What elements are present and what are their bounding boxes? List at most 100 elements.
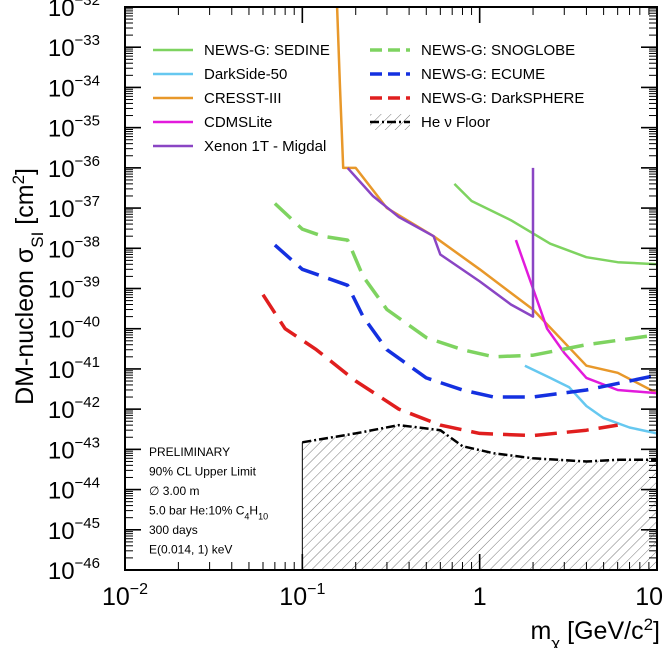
annotation-sub: 4: [244, 512, 249, 522]
x-axis-label-end: ]: [653, 617, 660, 645]
y-tick-base: 10: [48, 478, 75, 505]
annotation-text: 90% CL Upper Limit: [149, 465, 257, 479]
x-tick-base: 10: [635, 583, 663, 611]
y-tick-base: 10: [48, 156, 75, 183]
y-tick-base: 10: [48, 357, 75, 384]
annotation-text: 300 days: [149, 523, 198, 537]
y-tick-label: 10−46: [48, 555, 100, 585]
y-tick-base: 10: [48, 75, 75, 102]
y-axis-label-rest: [cm: [11, 184, 39, 231]
x-tick-label: 10−1: [279, 581, 325, 611]
y-tick-label: 10−43: [48, 434, 100, 464]
x-tick-base: 10: [102, 583, 130, 611]
y-tick-exp: −46: [75, 555, 100, 572]
y-tick-exp: −32: [75, 0, 100, 9]
y-tick-label: 10−45: [48, 515, 100, 545]
y-tick-label: 10−39: [48, 274, 100, 304]
x-tick-label: 10: [635, 583, 663, 611]
y-tick-base: 10: [48, 317, 75, 344]
annotation-text: E(0.014, 1) keV: [149, 543, 232, 557]
x-axis-label-main: m: [530, 617, 551, 645]
y-tick-base: 10: [48, 558, 75, 585]
x-tick-exp: −2: [130, 581, 148, 598]
annotation-text: H: [249, 504, 258, 518]
y-axis-label-sup: 2: [9, 175, 28, 184]
legend-label: DarkSide-50: [204, 66, 287, 83]
x-axis-label-rest: [GeV/c: [560, 617, 643, 645]
y-axis-label-end: ]: [11, 168, 39, 175]
series-line-news-g-ecume: [273, 243, 657, 399]
legend-label: Xenon 1T - Migdal: [204, 138, 326, 155]
series-line-news-g-darksphere: [261, 293, 618, 438]
y-tick-exp: −39: [75, 274, 100, 291]
y-tick-base: 10: [48, 518, 75, 545]
x-tick-label: 10−2: [102, 581, 148, 611]
y-tick-label: 10−44: [48, 475, 100, 505]
y-tick-exp: −41: [75, 354, 100, 371]
y-axis-label: DM-nucleon σSI [cm2]: [9, 168, 47, 405]
legend-label: NEWS-G: DarkSPHERE: [421, 90, 584, 107]
legend-label: CRESST-III: [204, 90, 282, 107]
y-tick-label: 10−37: [48, 193, 100, 223]
y-tick-base: 10: [48, 437, 75, 464]
y-tick-base: 10: [48, 196, 75, 223]
annotation-sub: 10: [258, 512, 268, 522]
annotation-text: PRELIMINARY: [149, 445, 230, 459]
y-tick-base: 10: [48, 236, 75, 263]
annotation-text: ∅ 3.00 m: [149, 484, 199, 498]
y-tick-exp: −40: [75, 314, 100, 331]
legend-label: He ν Floor: [421, 114, 490, 131]
annotation-line: 5.0 bar He:10% C4H10: [149, 504, 268, 522]
y-axis-label-main: DM-nucleon σ: [11, 247, 39, 405]
y-tick-label: 10−35: [48, 113, 100, 143]
y-tick-exp: −35: [75, 113, 100, 130]
he-floor-hatched-region: [302, 425, 657, 570]
y-tick-exp: −42: [75, 394, 100, 411]
y-tick-exp: −34: [75, 72, 100, 89]
x-tick-base: 10: [279, 583, 307, 611]
y-tick-exp: −33: [75, 32, 100, 49]
series-line-he-floor: [302, 423, 657, 463]
x-axis-label-sup: 2: [644, 615, 653, 634]
y-tick-exp: −37: [75, 193, 100, 210]
y-tick-exp: −38: [75, 233, 100, 250]
y-tick-label: 10−32: [48, 0, 100, 22]
x-tick-label: 1: [473, 583, 487, 611]
legend-label: CDMSLite: [204, 114, 272, 131]
y-tick-label: 10−41: [48, 354, 100, 384]
y-tick-exp: −43: [75, 434, 100, 451]
y-tick-exp: −44: [75, 475, 100, 492]
y-tick-label: 10−36: [48, 153, 100, 183]
y-tick-exp: −45: [75, 515, 100, 532]
series-line-darkside-50: [524, 364, 657, 435]
y-tick-label: 10−34: [48, 72, 100, 102]
series-line-news-g-sedine: [453, 183, 657, 266]
y-tick-base: 10: [48, 397, 75, 424]
legend-label: NEWS-G: SEDINE: [204, 42, 330, 59]
annotation-line: 90% CL Upper Limit: [149, 465, 257, 479]
y-tick-base: 10: [48, 35, 75, 62]
legend-label: NEWS-G: SNOGLOBE: [421, 42, 575, 59]
y-tick-base: 10: [48, 116, 75, 143]
y-tick-label: 10−40: [48, 314, 100, 344]
series-line-xenon-1t-migdal: [346, 167, 535, 318]
x-axis-label: mχ [GeV/c2]: [530, 615, 660, 648]
x-tick-exp: −1: [307, 581, 325, 598]
y-tick-label: 10−42: [48, 394, 100, 424]
y-tick-exp: −36: [75, 153, 100, 170]
legend-label: NEWS-G: ECUME: [421, 66, 545, 83]
annotation-text: 5.0 bar He:10% C: [149, 504, 245, 518]
x-tick-base: 1: [473, 583, 487, 611]
y-tick-base: 10: [48, 0, 75, 22]
series-line-cresst-iii: [335, 7, 657, 395]
y-axis-label-sub: SI: [28, 232, 47, 248]
annotation-line: PRELIMINARY: [149, 445, 230, 459]
x-axis-label-sub: χ: [551, 634, 560, 648]
annotation-line: E(0.014, 1) keV: [149, 543, 232, 557]
annotation-line: 300 days: [149, 523, 198, 537]
y-tick-label: 10−33: [48, 32, 100, 62]
annotation-line: ∅ 3.00 m: [149, 484, 199, 498]
series-line-news-g-snoglobe: [273, 202, 657, 359]
y-tick-label: 10−38: [48, 233, 100, 263]
